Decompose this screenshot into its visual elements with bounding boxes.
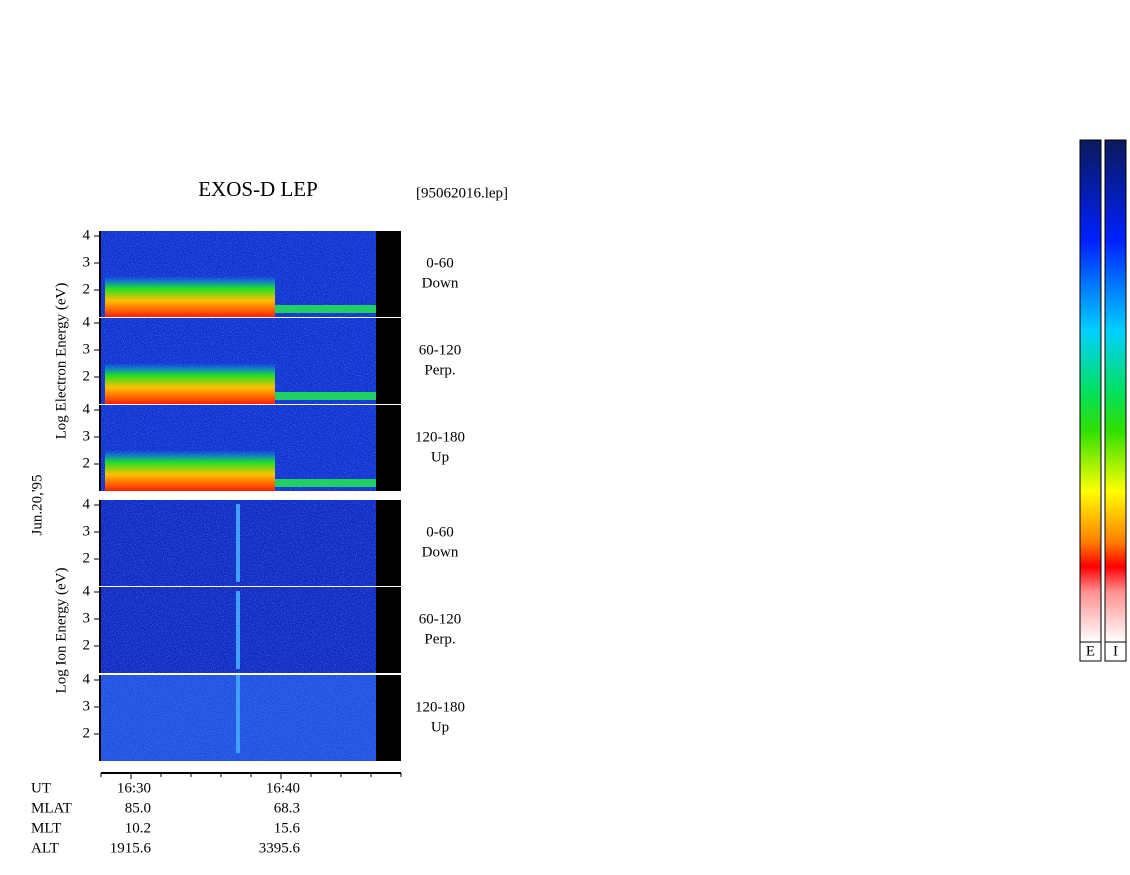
direction: Up [431,719,449,735]
pitch-angle: 0-60 [426,255,454,271]
time-ticks [100,773,402,779]
orbit-value: 10.2 [125,820,151,836]
orbit-table: UT 16:30 16:40 MLAT 85.0 68.3 MLT 10.2 15.6 ALT 19… [31,780,301,856]
panel-edge [376,587,401,673]
orbit-value: 16:40 [266,780,300,796]
direction: Up [431,449,449,465]
orbit-value: MLAT [31,800,72,816]
colorbar-label: I [1113,643,1118,659]
ion-streak [236,591,240,669]
y-tick-label: 2 [83,637,91,653]
y-tick-label: 4 [83,314,91,330]
y-tick-label: 3 [83,341,91,357]
panel-edge [376,231,401,317]
y-tick-label: 4 [83,401,91,417]
y-tick-label: 3 [83,428,91,444]
panel-edge [376,405,401,491]
low-energy-band [275,392,376,400]
orbit-value: UT [31,780,51,796]
direction: Down [422,275,459,291]
spectrograms: Log Electron Energy (eV) 2 3 4 0-60 Down 2 3 4 60… [53,227,465,761]
colorbar [1079,139,1102,643]
orbit-value: 85.0 [125,800,151,816]
axis-label: Log Electron Energy (eV) [53,283,69,440]
axis-label: Log Ion Energy (eV) [53,568,69,694]
colorbar [1104,139,1127,643]
file-name: [95062016.lep] [416,185,508,201]
panel-edge [376,675,401,761]
y-tick-label: 2 [83,281,91,297]
pitch-angle: 120-180 [415,699,465,715]
y-tick-label: 3 [83,698,91,714]
ion-streak [236,504,240,582]
orbit-value: 3395.6 [259,840,301,856]
low-energy-band [105,363,275,404]
pitch-angle: 60-120 [419,342,462,358]
y-tick-label: 4 [83,227,91,243]
pitch-angle: 120-180 [415,429,465,445]
colorbar-label-box [1104,641,1127,662]
colorbar-label: E [1086,643,1095,659]
orbit-value: 1915.6 [110,840,152,856]
y-tick-label: 3 [83,254,91,270]
date: Jun.20,'95 [29,474,45,535]
y-tick-label: 2 [83,550,91,566]
y-tick-label: 2 [83,725,91,741]
direction: Perp. [424,362,455,378]
low-energy-band [105,450,275,491]
orbit-value: 68.3 [274,800,300,816]
orbit-value: MLT [31,820,61,836]
orbit-value: 16:30 [117,780,151,796]
y-tick-label: 2 [83,368,91,384]
y-tick-label: 2 [83,455,91,471]
pitch-angle: 0-60 [426,524,454,540]
ion-streak [236,675,240,753]
panel-edge [376,500,401,586]
low-energy-band [105,276,275,317]
orbit-value: 15.6 [274,820,301,836]
pitch-angle: 60-120 [419,611,462,627]
title: EXOS-D LEP [198,177,318,201]
panel-edge [376,318,401,404]
direction: Down [422,544,459,560]
y-tick-label: 4 [83,496,91,512]
colorbar-label-box [1079,641,1102,662]
y-tick-label: 3 [83,610,91,626]
orbit-value: ALT [31,840,59,856]
y-tick-label: 4 [83,583,91,599]
y-tick-label: 3 [83,523,91,539]
direction: Perp. [424,631,455,647]
low-energy-band [275,305,376,313]
low-energy-band [275,479,376,487]
y-tick-label: 4 [83,671,91,687]
